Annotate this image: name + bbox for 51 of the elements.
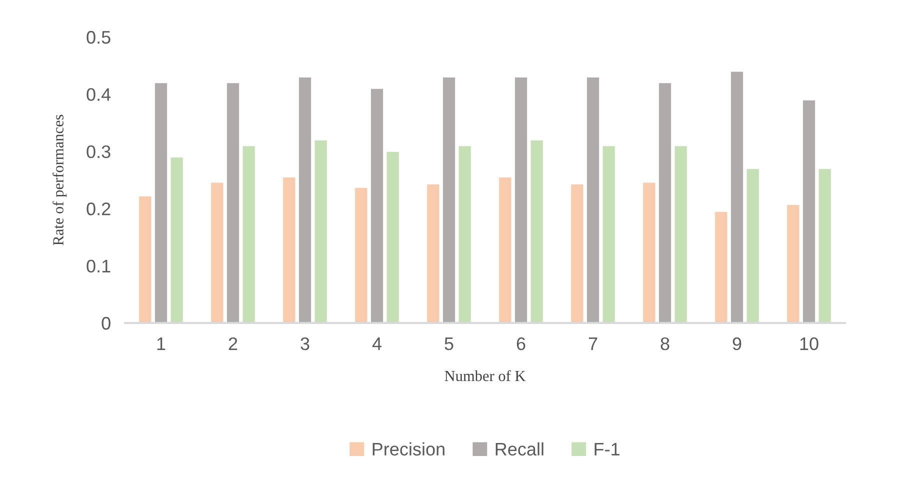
bar (602, 145, 616, 323)
bar (242, 145, 256, 323)
bar (442, 76, 456, 323)
bar (818, 168, 832, 323)
y-tick-label: 0.2 (86, 202, 110, 216)
bar (226, 82, 240, 323)
bar (386, 150, 400, 323)
bar (170, 156, 184, 323)
bar (642, 182, 656, 323)
bar (298, 76, 312, 323)
x-tick-label: 7 (588, 338, 598, 350)
y-axis-title: Rate of performances (52, 114, 67, 246)
bar (514, 76, 528, 323)
bar (210, 182, 224, 323)
y-tick-label: 0.4 (86, 88, 111, 101)
x-tick-label: 1 (157, 338, 166, 350)
x-tick-label: 3 (300, 337, 310, 350)
x-tick-label: 5 (444, 338, 454, 350)
bar (658, 82, 672, 323)
x-tick-label: 6 (516, 337, 526, 350)
bar (282, 176, 296, 323)
bar (426, 184, 440, 323)
bar (786, 204, 800, 323)
bar (730, 70, 744, 323)
y-tick-label: 0.3 (86, 145, 110, 158)
x-axis-title: Number of K (444, 370, 526, 382)
bar (498, 176, 512, 323)
y-tick-label: 0.5 (86, 30, 110, 44)
bar (570, 184, 584, 323)
legend-label: Precision (372, 442, 444, 456)
bar (714, 211, 728, 323)
legend-label: F-1 (594, 442, 620, 456)
bar (530, 140, 544, 323)
bar (354, 187, 368, 323)
bar (674, 145, 688, 323)
legend-label: Recall (496, 442, 544, 456)
bar (458, 145, 472, 323)
bar (586, 76, 600, 323)
y-tick-label: 0 (102, 316, 110, 330)
bar (314, 140, 328, 323)
bar (154, 82, 168, 323)
bar (138, 196, 152, 323)
bar (370, 88, 384, 323)
x-tick-label: 10 (800, 337, 818, 350)
y-tick-label: 0.1 (86, 260, 110, 273)
x-tick-label: 2 (228, 337, 238, 350)
x-tick-label: 8 (660, 337, 670, 350)
bar (746, 168, 760, 323)
bar (802, 100, 816, 323)
x-tick-label: 4 (372, 338, 382, 350)
x-tick-label: 9 (732, 337, 742, 350)
